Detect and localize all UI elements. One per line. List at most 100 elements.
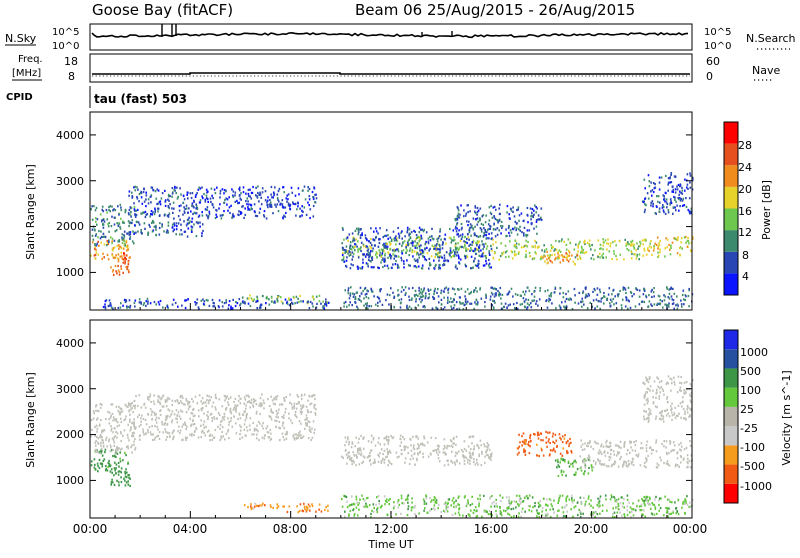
time-tick-1: 04:00 bbox=[173, 522, 208, 536]
velocity-band-2 bbox=[90, 403, 137, 455]
freq-panel: Freq. [MHz] 18 8 60 0 Nave bbox=[12, 54, 780, 83]
power-cbar-swatch-0 bbox=[724, 273, 738, 295]
velocity-cbar-tick-neg100: -100 bbox=[740, 441, 765, 454]
velocity-band-8 bbox=[580, 439, 693, 469]
velocity-cbar-swatch-2 bbox=[724, 445, 738, 464]
velocity-cbar-swatch-3 bbox=[724, 426, 738, 445]
nave-tick-bottom: 0 bbox=[706, 70, 713, 83]
nave-tick-top: 60 bbox=[706, 55, 720, 68]
power-band-4 bbox=[203, 185, 317, 219]
velocity-band-6 bbox=[517, 431, 573, 457]
velocity-cbar-tick-neg500: -500 bbox=[740, 460, 765, 473]
power-ytick-1000: 1000 bbox=[56, 266, 84, 279]
time-tick-0: 00:00 bbox=[73, 522, 108, 536]
power-panel: 1000 2000 3000 4000 Slant Range [km] 4 8… bbox=[24, 112, 773, 310]
velocity-cbar-swatch-0 bbox=[724, 484, 738, 503]
velocity-cbar-swatch-1 bbox=[724, 465, 738, 484]
power-band-2 bbox=[90, 204, 136, 247]
nsky-tick-top: 10^5 bbox=[52, 27, 79, 38]
time-tick-4: 16:00 bbox=[474, 522, 509, 536]
power-cbar-swatch-2 bbox=[724, 230, 738, 252]
freq-units: [MHz] bbox=[12, 68, 41, 79]
freq-frame bbox=[90, 54, 692, 82]
cpid-label: CPID bbox=[6, 92, 33, 103]
velocity-band-7 bbox=[555, 458, 593, 478]
nsearch-label: N.Search bbox=[746, 32, 796, 45]
power-cbar-tick-20: 20 bbox=[738, 183, 752, 196]
power-band-13 bbox=[642, 172, 694, 215]
power-band-1 bbox=[110, 252, 131, 276]
velocity-cbar-swatch-8 bbox=[724, 330, 738, 349]
power-band-9 bbox=[454, 204, 542, 238]
power-colorbar bbox=[724, 122, 738, 295]
power-cbar-swatch-7 bbox=[724, 122, 738, 144]
nsky-trace bbox=[92, 33, 688, 38]
power-cbar-tick-12: 12 bbox=[738, 226, 752, 239]
velocity-band-4 bbox=[244, 503, 329, 514]
time-tick-6: 00:00 bbox=[673, 522, 708, 536]
velocity-band-3 bbox=[128, 393, 317, 441]
nsky-tick-bottom: 10^0 bbox=[52, 41, 79, 52]
power-ytick-marks bbox=[90, 135, 692, 272]
velocity-ytick-4000: 4000 bbox=[56, 337, 84, 350]
freq-tick-top: 18 bbox=[64, 55, 78, 68]
velocity-cbar-tick-neg25: -25 bbox=[740, 422, 758, 435]
velocity-panel: 1000 2000 3000 4000 Slant Range [km] 100… bbox=[24, 303, 793, 551]
time-tick-2: 08:00 bbox=[273, 522, 308, 536]
power-cbar-tick-8: 8 bbox=[742, 249, 749, 262]
velocity-cbar-swatch-6 bbox=[724, 368, 738, 387]
nsky-label: N.Sky bbox=[5, 32, 37, 45]
power-band-3 bbox=[128, 186, 204, 238]
velocity-band-10 bbox=[341, 494, 693, 518]
velocity-colorbar-label: Velocity [m s^-1] bbox=[780, 370, 793, 465]
velocity-cbar-tick-100: 100 bbox=[740, 384, 761, 397]
power-band-14 bbox=[343, 286, 693, 310]
velocity-data bbox=[90, 375, 693, 518]
time-tick-5: 20:00 bbox=[574, 522, 609, 536]
power-ytick-2000: 2000 bbox=[56, 220, 84, 233]
nsky-frame bbox=[90, 24, 692, 50]
cpid-value: tau (fast) 503 bbox=[94, 92, 187, 106]
power-ylabel: Slant Range [km] bbox=[24, 164, 37, 260]
power-cbar-swatch-1 bbox=[724, 252, 738, 274]
power-ytick-4000: 4000 bbox=[56, 129, 84, 142]
power-cbar-tick-4: 4 bbox=[742, 270, 749, 283]
time-axis-label: Time UT bbox=[367, 538, 413, 551]
freq-trace bbox=[92, 73, 690, 74]
freq-tick-bottom: 8 bbox=[68, 70, 75, 83]
nsearch-tick-bottom: 10^0 bbox=[704, 41, 731, 52]
power-cbar-tick-16: 16 bbox=[738, 205, 752, 218]
power-cbar-swatch-5 bbox=[724, 165, 738, 187]
velocity-cbar-swatch-7 bbox=[724, 349, 738, 368]
velocity-ytick-2000: 2000 bbox=[56, 428, 84, 441]
nsearch-tick-top: 10^5 bbox=[704, 27, 731, 38]
time-tick-3: 12:00 bbox=[374, 522, 409, 536]
nave-label: Nave bbox=[752, 64, 780, 77]
velocity-ytick-1000: 1000 bbox=[56, 474, 84, 487]
velocity-ylabel: Slant Range [km] bbox=[24, 372, 37, 468]
freq-label: Freq. bbox=[18, 54, 43, 65]
velocity-cbar-tick-500: 500 bbox=[740, 365, 761, 378]
power-cbar-tick-24: 24 bbox=[738, 161, 752, 174]
beam-and-dates: Beam 06 25/Aug/2015 - 26/Aug/2015 bbox=[355, 1, 635, 19]
power-cbar-swatch-4 bbox=[724, 187, 738, 209]
velocity-cbar-swatch-4 bbox=[724, 407, 738, 426]
velocity-band-5 bbox=[341, 435, 493, 467]
power-cbar-swatch-3 bbox=[724, 209, 738, 231]
velocity-band-1 bbox=[110, 467, 131, 487]
velocity-cbar-tick-1000: 1000 bbox=[740, 346, 768, 359]
velocity-colorbar bbox=[724, 330, 738, 503]
power-band-12 bbox=[642, 236, 693, 258]
radar-title: Goose Bay (fitACF) bbox=[92, 1, 233, 19]
velocity-cbar-tick-neg1000: -1000 bbox=[740, 480, 772, 493]
velocity-ytick-3000: 3000 bbox=[56, 383, 84, 396]
nsky-panel: N.Sky 10^5 10^0 10^5 10^0 N.Search bbox=[5, 24, 796, 52]
power-cbar-swatch-6 bbox=[724, 144, 738, 166]
power-data bbox=[90, 172, 693, 310]
velocity-cbar-tick-25: 25 bbox=[740, 403, 754, 416]
power-cbar-tick-28: 28 bbox=[738, 139, 752, 152]
power-colorbar-label: Power [dB] bbox=[760, 180, 773, 240]
power-ytick-3000: 3000 bbox=[56, 175, 84, 188]
velocity-band-9 bbox=[642, 375, 693, 423]
